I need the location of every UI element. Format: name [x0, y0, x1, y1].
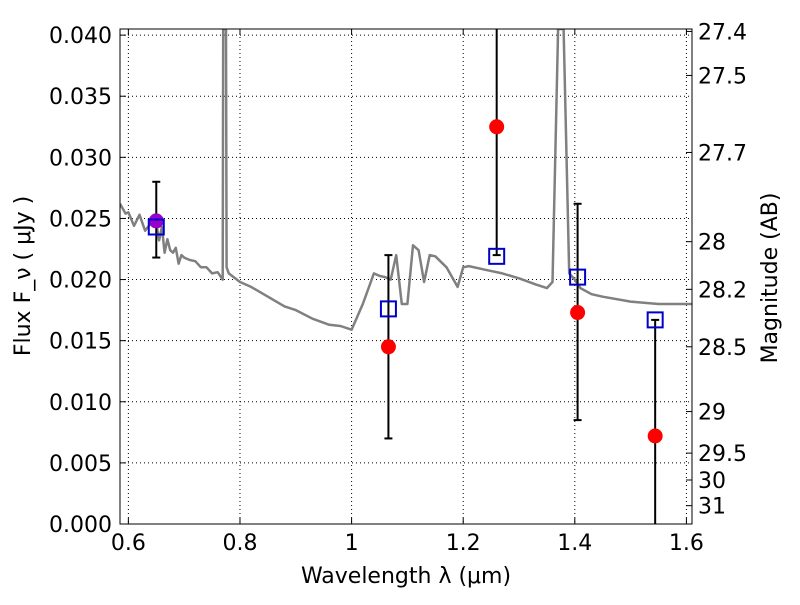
y-tick-label: 0.010 [49, 391, 112, 416]
synthetic-point [379, 300, 397, 318]
plot-frame [119, 28, 693, 525]
y2-tick-label: 28.2 [698, 278, 747, 303]
synthetic-point [147, 218, 165, 236]
y-tick-label: 0.020 [49, 269, 112, 294]
y-tick-label: 0.025 [49, 207, 112, 232]
x-axis-label: Wavelength λ (μm) [301, 564, 511, 589]
data-layer [120, 29, 692, 331]
x-tick-label: 0.6 [111, 531, 146, 556]
y2-axis-label: Magnitude (AB) [758, 193, 783, 364]
synthetic-point [569, 268, 587, 286]
y-axis-label: Flux F_ν ( μJy ) [11, 196, 36, 356]
observed-point [148, 213, 164, 229]
x-tick-label: 1 [345, 531, 359, 556]
y2-tick-label: 28 [698, 231, 726, 256]
y-tick-label: 0.000 [49, 513, 112, 538]
synthetic-point [488, 247, 506, 265]
model-spectrum-line [120, 29, 692, 331]
observed-point [570, 305, 586, 321]
y-tick-label: 0.035 [49, 85, 112, 110]
y-tick-label: 0.005 [49, 452, 112, 477]
observed-point [647, 428, 663, 444]
plot-area [120, 29, 692, 331]
x-tick-label: 1.6 [669, 531, 704, 556]
synthetic-point [646, 311, 664, 329]
y2-tick-label: 27.7 [698, 141, 747, 166]
axes: 0.6 0.8 1 1.2 1.4 1.6 0.000 0.005 0.010 0.015 0.02… [49, 20, 747, 556]
x-tick-label: 1.4 [557, 531, 592, 556]
y2-tick-label: 27.4 [698, 20, 747, 45]
y-tick-label: 0.015 [49, 330, 112, 355]
y2-tick-label: 29.5 [698, 442, 747, 467]
y2-tick-label: 30 [698, 469, 726, 494]
y2-tick-label: 31 [698, 495, 726, 520]
x-tick-label: 0.8 [222, 531, 257, 556]
y2-tick-label: 27.5 [698, 64, 747, 89]
y-tick-label: 0.040 [49, 24, 112, 49]
observed-point [380, 339, 396, 355]
x-tick-label: 1.2 [446, 531, 481, 556]
marker-layer [147, 29, 664, 524]
y-tick-label: 0.030 [49, 146, 112, 171]
observed-point [489, 119, 505, 135]
y2-tick-label: 29 [698, 401, 726, 426]
y2-tick-label: 28.5 [698, 336, 747, 361]
